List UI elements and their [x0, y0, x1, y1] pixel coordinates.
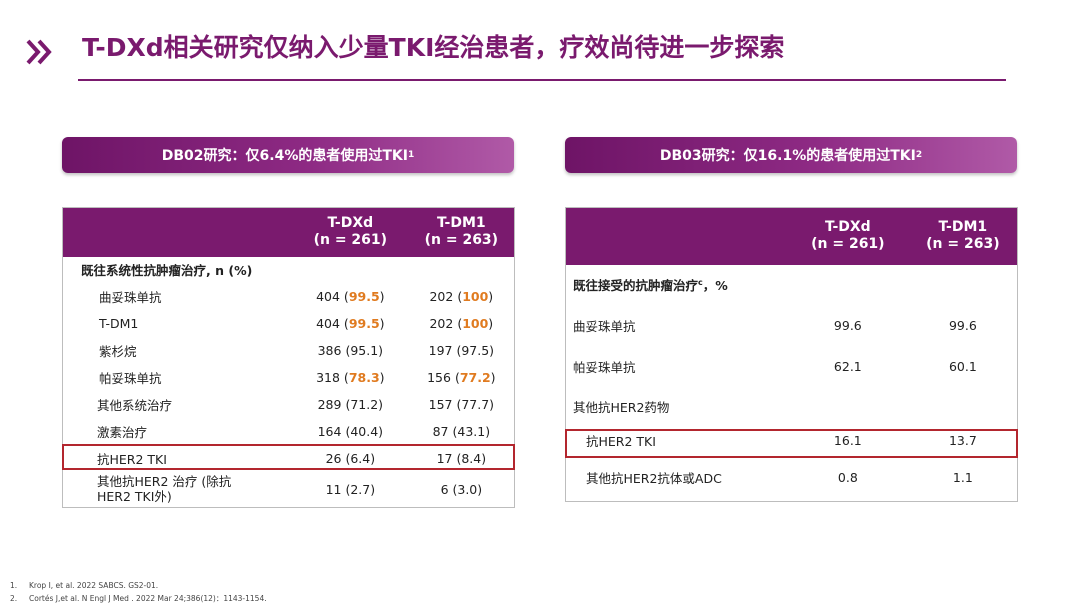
tdxd-value: 16.1 [833, 433, 862, 448]
table-row: 激素治疗 164 (40.4) 87 (43.1) [63, 418, 515, 445]
table-row: 其他系统治疗 289 (71.2) 157 (77.7) [63, 391, 515, 418]
db02-table: T-DXd (n = 261) T-DM1 (n = 263) 既往系统性抗肿瘤治疗… [62, 207, 515, 508]
section-label: 既往系统性抗肿瘤治疗, n (%) [81, 263, 253, 278]
header-blank [62, 207, 292, 257]
tdm1-value: 156 (77.2) [427, 369, 496, 385]
table-row: 其他抗HER2抗体或ADC 0.8 1.1 [566, 455, 1018, 502]
row-label: T-DM1 [99, 315, 139, 331]
table-header-row: T-DXd (n = 261) T-DM1 (n = 263) [565, 207, 1018, 265]
db02-banner: DB02研究：仅6.4%的患者使用过TKI 1 [62, 137, 514, 173]
tdm1-value: 60.1 [948, 358, 977, 374]
tdxd-value: 11 (2.7) [325, 481, 376, 497]
tdm1-value: 87 (43.1) [432, 423, 491, 439]
table-row: 帕妥珠单抗 62.1 60.1 [566, 346, 1018, 387]
table-row: 曲妥珠单抗 99.6 99.6 [566, 305, 1018, 346]
table-row-highlighted: 抗HER2 TKI 16.1 13.7 [566, 427, 1018, 455]
header-tdxd: T-DXd (n = 261) [786, 207, 909, 265]
table-row: T-DM1 404 (99.5) 202 (100) [63, 310, 515, 337]
highlight-box [565, 429, 1018, 458]
tdxd-value: 99.6 [833, 317, 862, 333]
row-label: 激素治疗 [97, 424, 148, 440]
tdxd-value: 318 (78.3) [316, 369, 385, 385]
tdm1-value: 13.7 [948, 433, 977, 448]
tdm1-value: 1.1 [952, 470, 973, 486]
row-label: 曲妥珠单抗 [573, 318, 636, 334]
tdxd-value: 404 (99.5) [316, 288, 385, 304]
tdm1-value: 202 (100) [429, 315, 494, 331]
row-label: 帕妥珠单抗 [573, 359, 636, 375]
header-tdm1: T-DM1 (n = 263) [408, 207, 515, 257]
db02-banner-ref: 1 [407, 150, 415, 160]
tdm1-value: 202 (100) [429, 288, 494, 304]
table-row: 帕妥珠单抗 318 (78.3) 156 (77.2) [63, 364, 515, 391]
table-row: 曲妥珠单抗 404 (99.5) 202 (100) [63, 283, 515, 310]
title-divider [78, 79, 1006, 81]
table-row: 紫杉烷 386 (95.1) 197 (97.5) [63, 337, 515, 364]
tdm1-value [909, 387, 1018, 427]
tdxd-value [787, 387, 909, 427]
footnote-1: 1. Krop I, et al. 2022 SABCS. GS2-01. [10, 581, 159, 590]
row-label: 曲妥珠单抗 [99, 289, 162, 305]
page-title: T-DXd相关研究仅纳入少量TKI经治患者，疗效尚待进一步探索 [82, 33, 785, 62]
table-row: 其他抗HER2 治疗 (除抗 HER2 TKI外) 11 (2.7) 6 (3.0… [63, 472, 515, 508]
db03-banner-text: DB03研究：仅16.1%的患者使用过TKI [659, 148, 916, 164]
header-tdm1: T-DM1 (n = 263) [908, 207, 1018, 265]
tdxd-value: 404 (99.5) [316, 315, 385, 331]
section-label: 既往接受的抗肿瘤治疗c，% [573, 277, 728, 293]
table-row: 其他抗HER2药物 [566, 387, 1018, 427]
row-label: 帕妥珠单抗 [99, 370, 162, 386]
tdxd-value: 164 (40.4) [317, 423, 384, 439]
db03-banner-ref: 2 [915, 150, 923, 160]
footnote-2: 2. Cortés J,et al. N Engl J Med . 2022 Ma… [10, 594, 267, 603]
tdxd-value: 289 (71.2) [317, 396, 384, 412]
table-header-row: T-DXd (n = 261) T-DM1 (n = 263) [62, 207, 515, 257]
header-blank [565, 207, 787, 265]
row-label: 其他抗HER2抗体或ADC [586, 471, 722, 487]
tdxd-value: 386 (95.1) [317, 342, 384, 358]
row-label: 其他系统治疗 [97, 397, 173, 413]
row-label: 其他抗HER2 治疗 (除抗 HER2 TKI外) [97, 474, 232, 505]
row-label: 紫杉烷 [99, 343, 137, 359]
row-label: 抗HER2 TKI [586, 434, 656, 449]
tdm1-value: 197 (97.5) [428, 342, 495, 358]
double-chevron-icon [26, 39, 52, 65]
tdm1-value: 17 (8.4) [436, 450, 487, 466]
section-row: 既往系统性抗肿瘤治疗, n (%) [63, 257, 515, 283]
row-label: 其他抗HER2药物 [573, 400, 670, 415]
tdxd-value: 0.8 [837, 470, 858, 486]
tdxd-value: 62.1 [833, 358, 862, 374]
db03-banner: DB03研究：仅16.1%的患者使用过TKI 2 [565, 137, 1017, 173]
tdxd-value: 26 (6.4) [325, 450, 376, 466]
section-row: 既往接受的抗肿瘤治疗c，% [566, 265, 1018, 305]
tdm1-value: 6 (3.0) [440, 481, 483, 497]
header-tdxd: T-DXd (n = 261) [291, 207, 409, 257]
highlight-box [62, 444, 515, 470]
tdm1-value: 99.6 [948, 317, 977, 333]
db02-banner-text: DB02研究：仅6.4%的患者使用过TKI [161, 148, 408, 164]
table-row-highlighted: 抗HER2 TKI 26 (6.4) 17 (8.4) [63, 445, 515, 472]
db03-table: T-DXd (n = 261) T-DM1 (n = 263) 既往接受的抗肿瘤治疗… [565, 207, 1018, 502]
row-label: 抗HER2 TKI [97, 451, 167, 467]
tdm1-value: 157 (77.7) [428, 396, 495, 412]
